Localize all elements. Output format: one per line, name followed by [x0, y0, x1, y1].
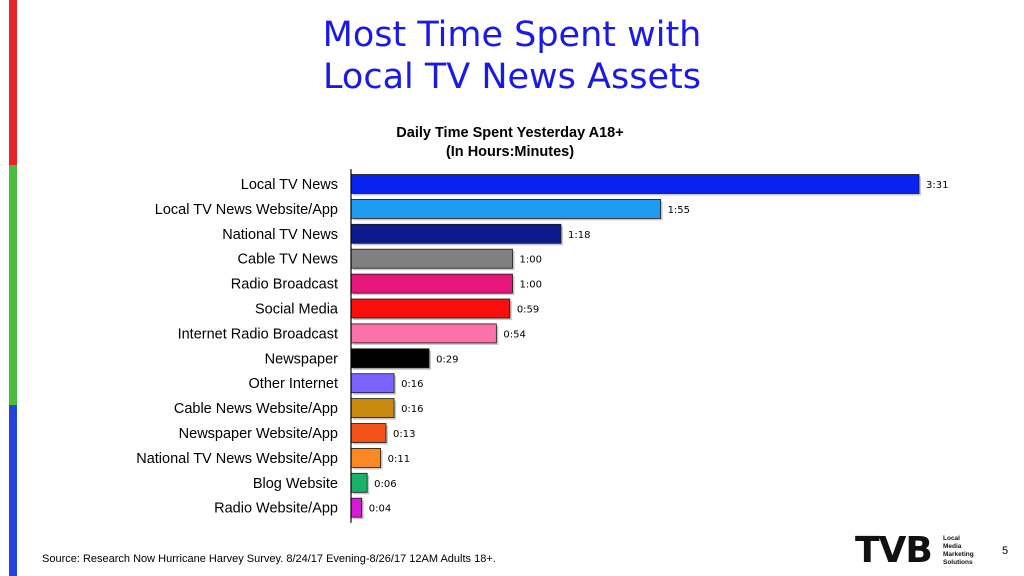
- category-label: Internet Radio Broadcast: [178, 326, 338, 342]
- data-label: 0:11: [388, 454, 410, 465]
- slide-title-line-1: Most Time Spent with: [322, 15, 702, 55]
- data-label: 0:16: [401, 404, 423, 415]
- category-label: Local TV News Website/App: [155, 202, 338, 218]
- data-label: 0:29: [436, 354, 458, 365]
- bar: [350, 373, 395, 394]
- side-stripe-blue: [9, 405, 17, 576]
- page-number: 5: [1002, 545, 1009, 557]
- data-label: 1:55: [668, 205, 690, 216]
- category-label: Other Internet: [249, 376, 338, 392]
- category-label: Newspaper: [265, 351, 339, 367]
- category-label: Cable TV News: [238, 252, 338, 268]
- chart-heading: Daily Time Spent Yesterday A18+ (In Hour…: [310, 124, 710, 162]
- slide-title: Most Time Spent with Local TV News Asset…: [0, 14, 1024, 98]
- category-label: National TV News Website/App: [136, 451, 338, 467]
- bar: [350, 447, 382, 468]
- data-label: 0:06: [374, 479, 396, 490]
- bar: [350, 174, 920, 194]
- category-label: Local TV News: [241, 177, 338, 193]
- chart-subtitle: (In Hours:Minutes): [445, 144, 575, 160]
- bar: [350, 398, 395, 419]
- category-label: Cable News Website/App: [174, 401, 338, 417]
- category-label: National TV News: [222, 227, 338, 243]
- bar: [350, 223, 562, 244]
- side-stripe-green: [9, 165, 17, 405]
- data-label: 3:31: [926, 180, 948, 191]
- category-label: Social Media: [255, 302, 339, 318]
- data-label: 1:18: [568, 230, 590, 241]
- tvb-logo-words: Local Media Marketing Solutions: [943, 535, 989, 567]
- data-label: 0:59: [517, 305, 539, 316]
- bar: [350, 273, 513, 294]
- tvb-logo-word: Marketing: [943, 551, 974, 558]
- data-label: 0:16: [401, 379, 423, 390]
- side-stripe-red: [9, 0, 17, 165]
- tvb-logo: TVB Local Media Marketing Solutions: [855, 532, 985, 570]
- category-label: Radio Website/App: [214, 501, 338, 517]
- bar: [350, 348, 430, 369]
- tvb-logo-word: Local: [943, 535, 960, 542]
- bar: [350, 423, 387, 443]
- category-label: Radio Broadcast: [231, 277, 338, 293]
- tvb-logo-word: Solutions: [943, 559, 973, 566]
- bar-chart: Local TV News 3:31 Local TV News Website/A…: [136, 169, 948, 523]
- data-label: 1:00: [520, 280, 542, 291]
- data-label: 1:00: [520, 255, 542, 266]
- bar: [350, 199, 661, 219]
- bar: [350, 248, 513, 269]
- slide-title-line-2: Local TV News Assets: [323, 57, 701, 97]
- bar: [350, 497, 363, 518]
- data-label: 0:04: [369, 504, 391, 515]
- tvb-logo-mark: TVB: [855, 530, 933, 571]
- tvb-logo-word: Media: [943, 543, 962, 550]
- data-label: 0:13: [393, 429, 415, 440]
- bar: [350, 472, 368, 493]
- bar: [350, 298, 511, 319]
- category-label: Blog Website: [253, 476, 338, 492]
- data-label: 0:54: [503, 329, 525, 340]
- bar: [350, 323, 497, 344]
- category-label: Newspaper Website/App: [179, 426, 338, 442]
- chart-title: Daily Time Spent Yesterday A18+: [396, 125, 624, 141]
- source-note: Source: Research Now Hurricane Harvey Su…: [42, 553, 496, 565]
